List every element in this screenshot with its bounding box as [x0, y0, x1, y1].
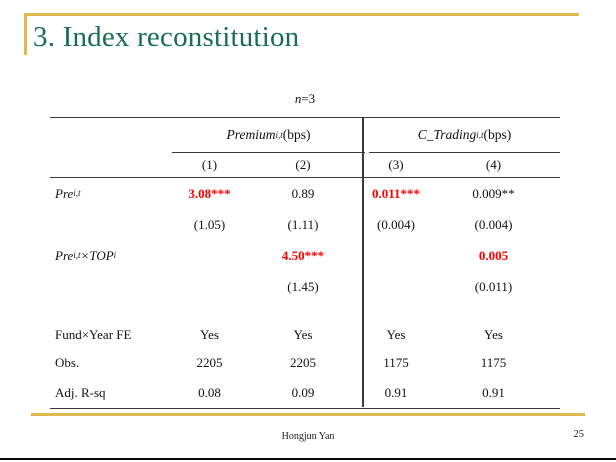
coef-value: 0.005 [478, 247, 509, 263]
stderr-value: (0.011) [474, 278, 513, 294]
coef-value [365, 240, 457, 271]
empty-corner-cell [50, 153, 160, 177]
stderr-value: (0.004) [474, 216, 513, 232]
coef-value: 0.009** [472, 185, 515, 201]
caption-variable: n [294, 91, 302, 106]
page-number: 25 [573, 429, 585, 440]
group-header-premium: Premium i,t (bps) [172, 118, 365, 153]
coef-value: 4.50*** [281, 247, 325, 263]
stat-value: 1175 [383, 355, 409, 370]
stderr-value: (0.004) [377, 216, 415, 232]
stat-label: Obs. [55, 355, 80, 370]
stat-value: 0.09 [291, 384, 315, 400]
column-number-row: (1) (2) (3) (4) [50, 153, 560, 178]
stat-label: Fund×Year FE [55, 326, 132, 342]
stderr-row-pretop: (1.45) (0.011) [50, 271, 560, 302]
stderr-value: (1.11) [287, 216, 319, 232]
caption-value: =3 [301, 91, 316, 106]
stat-value: 1175 [480, 355, 507, 370]
stat-value: Yes [293, 326, 313, 342]
stat-row-observations: Obs. 2205 2205 1175 1175 [50, 349, 560, 377]
column-number: (3) [388, 157, 404, 172]
table-caption: n=3 [50, 91, 560, 107]
row-label-pretop: Pre i,t ×TOP i [55, 247, 117, 263]
spacer-row [50, 302, 560, 320]
row-label-pre: Pre i,t [55, 185, 81, 201]
stderr-value: (1.05) [193, 216, 226, 232]
stat-label: Adj. R-sq [55, 384, 106, 400]
bottom-accent-line [31, 413, 585, 416]
column-number: (4) [485, 157, 502, 172]
stderr-value [160, 271, 259, 302]
stat-value: 0.91 [482, 384, 505, 400]
coefficient-row-pretop: Pre i,t ×TOP i 4.50*** 0.005 [50, 240, 560, 271]
stat-value: 0.08 [198, 384, 221, 400]
stat-value: 2205 [196, 355, 223, 370]
stat-row-fixed-effects: Fund×Year FE Yes Yes Yes Yes [50, 320, 560, 349]
footer-author: Hongjun Yan [281, 431, 335, 442]
stat-value: Yes [200, 326, 219, 342]
column-number: (2) [295, 157, 311, 172]
coef-value: 0.011*** [371, 185, 421, 201]
empty-corner-cell [50, 118, 160, 153]
regression-table: Premium i,t (bps) C_Trading i,t (bps) (1) … [50, 117, 560, 409]
coefficient-row-pre: Pre i,t 3.08*** 0.89 0.011*** 0.009** [50, 178, 560, 209]
table-vertical-divider [362, 117, 364, 407]
stat-value: Yes [484, 326, 503, 342]
coef-value: 0.89 [291, 185, 315, 201]
stderr-value [365, 271, 457, 302]
group-header-ctrading: C_Trading i,t (bps) [369, 118, 560, 153]
stat-row-adj-rsq: Adj. R-sq 0.08 0.09 0.91 0.91 [50, 377, 560, 408]
title-accent-tick [24, 13, 27, 55]
top-accent-line [24, 13, 579, 16]
coef-value [160, 240, 259, 271]
column-number: (1) [201, 157, 218, 172]
slide-bottom-border [0, 458, 616, 460]
slide-title: 3. Index reconstitution [33, 21, 300, 53]
stderr-value: (1.45) [287, 278, 319, 294]
group-header-row: Premium i,t (bps) C_Trading i,t (bps) [50, 118, 560, 153]
stat-value: Yes [386, 326, 406, 342]
stat-value: 0.91 [384, 384, 408, 400]
stat-value: 2205 [290, 355, 316, 370]
coef-value: 3.08*** [188, 185, 231, 201]
stderr-row-pre: (1.05) (1.11) (0.004) (0.004) [50, 209, 560, 240]
